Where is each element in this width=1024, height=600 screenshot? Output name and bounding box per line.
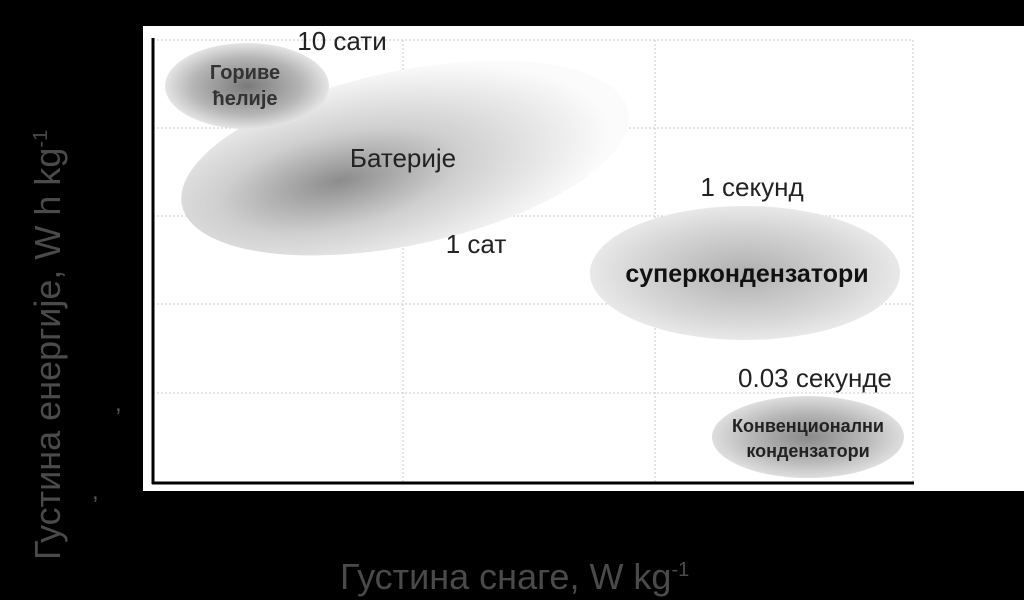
fuel-cells-label: Гориве	[210, 62, 280, 84]
fuel-cells-label: ћелије	[212, 88, 277, 110]
supercapacitors-label: суперкондензатори	[625, 260, 868, 288]
x-axis-label-text: Густина снаге, W kg	[340, 556, 672, 597]
batteries-label: Батерије	[350, 143, 456, 173]
time-label: 1 секунд	[700, 172, 803, 202]
conventional-capacitors-region	[712, 396, 904, 478]
conventional-capacitors-label: кондензатори	[746, 441, 869, 461]
time-label: 1 сат	[446, 229, 507, 259]
supercapacitors-region	[590, 206, 900, 340]
time-label: 0.03 секунде	[738, 363, 892, 393]
x-axis-label-superscript: -1	[671, 559, 690, 581]
stray-comma: ,	[115, 390, 122, 417]
time-label: 10 сати	[297, 26, 386, 56]
x-axis-label: Густина снаге, W kg-1	[340, 555, 760, 599]
conventional-capacitors-label: Конвенционални	[732, 416, 884, 436]
stray-comma: ,	[92, 478, 99, 505]
fuel-cells-region	[165, 43, 329, 129]
